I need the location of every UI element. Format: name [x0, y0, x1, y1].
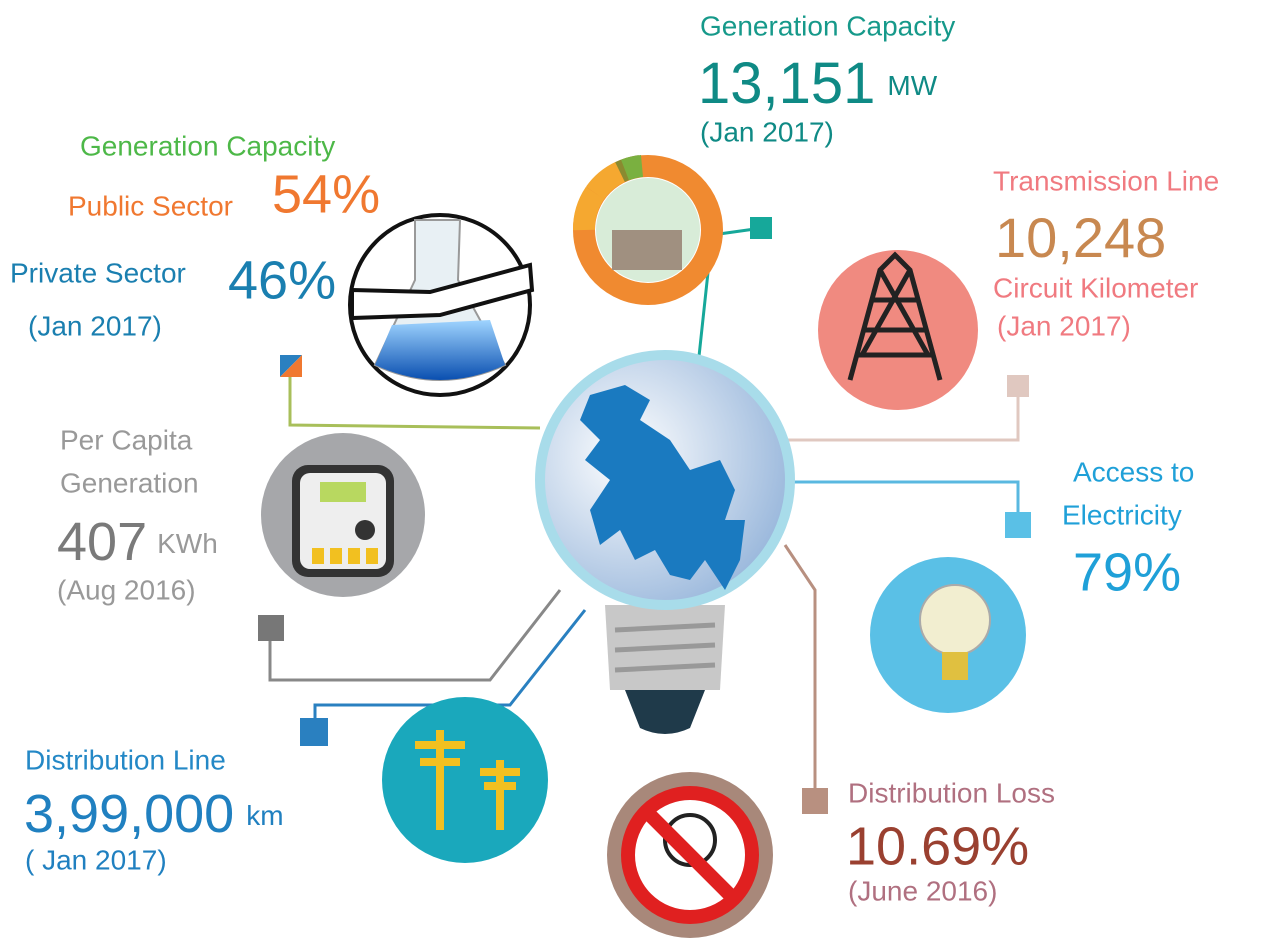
- private-value: 46%: [228, 250, 336, 310]
- lightbulb-icon: [870, 557, 1026, 713]
- label: Generation Capacity: [700, 10, 955, 41]
- date: ( Jan 2017): [25, 844, 167, 875]
- unit: KWh: [157, 528, 218, 559]
- private-label: Private Sector: [10, 257, 186, 288]
- generation-capacity: Generation Capacity 13,151 MW (Jan 2017): [698, 10, 955, 147]
- donut-icon: [573, 155, 723, 305]
- label: Distribution Loss: [848, 777, 1055, 808]
- value: 407: [57, 512, 147, 572]
- date: (Jan 2017): [997, 310, 1131, 341]
- public-value: 54%: [272, 164, 380, 224]
- unit: Circuit Kilometer: [993, 272, 1198, 303]
- value-line: 3,99,000 km: [24, 784, 284, 844]
- date: (Aug 2016): [57, 574, 196, 605]
- unit: MW: [887, 70, 937, 101]
- value-line: 13,151 MW: [698, 51, 938, 116]
- unit: km: [246, 800, 283, 831]
- value: 10,248: [995, 206, 1166, 269]
- value: 10.69%: [846, 816, 1029, 876]
- access-to-electricity: Access to Electricity 79%: [1062, 456, 1194, 602]
- public-label: Public Sector: [68, 190, 233, 221]
- label-line2: Electricity: [1062, 499, 1182, 530]
- sector-share: Generation Capacity Public Sector 54% Pr…: [10, 130, 380, 341]
- distribution-loss: Distribution Loss 10.69% (June 2016): [846, 777, 1055, 906]
- value-line: 407 KWh: [57, 512, 218, 572]
- date: (Jan 2017): [700, 116, 834, 147]
- label-line1: Access to: [1073, 456, 1194, 487]
- date: (Jan 2017): [28, 310, 162, 341]
- meter-icon: [261, 433, 425, 597]
- flask-icon: [348, 213, 535, 397]
- label: Distribution Line: [25, 744, 226, 775]
- poles-icon: [382, 697, 548, 863]
- label-line2: Generation: [60, 467, 199, 498]
- central-bulb: [535, 350, 795, 734]
- value: 13,151: [698, 51, 875, 116]
- label-line1: Per Capita: [60, 424, 193, 455]
- label: Transmission Line: [993, 165, 1219, 196]
- connectors: [268, 226, 1020, 800]
- connector-squares: [258, 217, 1031, 814]
- transmission-line: Transmission Line 10,248 Circuit Kilomet…: [993, 165, 1219, 341]
- label: Generation Capacity: [80, 130, 335, 161]
- transmission-icon: [818, 250, 978, 410]
- no-bulb-icon: [607, 772, 773, 938]
- value: 79%: [1073, 542, 1181, 602]
- value: 3,99,000: [24, 784, 234, 844]
- distribution-line: Distribution Line 3,99,000 km ( Jan 2017): [24, 744, 284, 875]
- date: (June 2016): [848, 875, 997, 906]
- per-capita-generation: Per Capita Generation 407 KWh (Aug 2016): [57, 424, 218, 605]
